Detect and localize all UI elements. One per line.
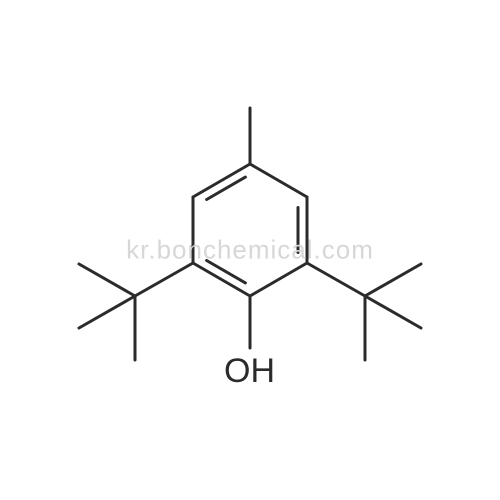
hydroxyl-label: OH (224, 352, 275, 391)
molecule-diagram (0, 0, 500, 500)
